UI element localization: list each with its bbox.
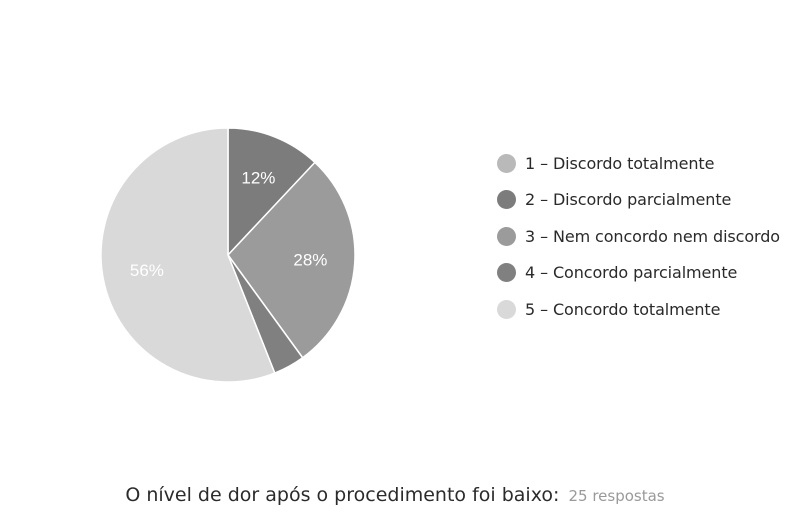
legend-item-1-discordo-totalmente[interactable]: 1 – Discordo totalmente — [497, 145, 780, 182]
legend-label: 2 – Discordo parcialmente — [525, 190, 732, 210]
legend-label: 3 – Nem concordo nem discordo — [525, 226, 780, 246]
legend-swatch-icon — [497, 263, 516, 283]
legend-item-4-concordo-parcialmente[interactable]: 4 – Concordo parcialmente — [497, 255, 780, 292]
slice-label-5-concordo-totalmente: 56% — [130, 261, 164, 280]
legend-label: 1 – Discordo totalmente — [525, 153, 715, 173]
legend-swatch-icon — [497, 153, 516, 173]
chart-title: O nível de dor após o procedimento foi b… — [125, 484, 560, 506]
legend-label: 4 – Concordo parcialmente — [525, 263, 738, 283]
legend-swatch-icon — [497, 190, 516, 210]
legend-swatch-icon — [497, 299, 516, 319]
legend-label: 5 – Concordo totalmente — [525, 299, 721, 319]
legend-item-3-nem-concordo-nem-discordo[interactable]: 3 – Nem concordo nem discordo — [497, 218, 780, 255]
chart-caption: O nível de dor após o procedimento foi b… — [0, 484, 790, 506]
pie-slice-3-nem-concordo-nem-discordo[interactable] — [227, 161, 356, 359]
chart-legend: 1 – Discordo totalmente 2 – Discordo parc… — [497, 145, 780, 328]
pie-slice-5-concordo-totalmente[interactable] — [100, 127, 276, 383]
legend-item-2-discordo-parcialmente[interactable]: 2 – Discordo parcialmente — [497, 182, 780, 219]
legend-item-5-concordo-totalmente[interactable]: 5 – Concordo totalmente — [497, 291, 780, 328]
slice-label-2-discordo-parcialmente: 12% — [241, 169, 275, 188]
legend-swatch-icon — [497, 226, 516, 246]
response-count: 25 respostas — [568, 487, 665, 505]
slice-label-3-nem-concordo-nem-discordo: 28% — [293, 251, 327, 270]
pie-slice-2-discordo-parcialmente[interactable] — [227, 127, 317, 257]
